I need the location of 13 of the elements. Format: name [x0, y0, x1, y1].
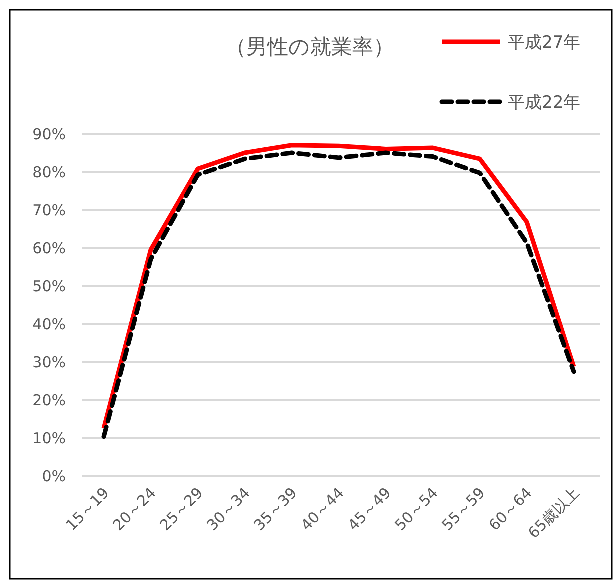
- legend-label: 平成22年: [508, 92, 581, 113]
- y-tick-label: 90%: [32, 125, 66, 144]
- y-tick-label: 0%: [42, 467, 66, 486]
- y-tick-label: 60%: [32, 239, 66, 258]
- y-tick-label: 20%: [32, 391, 66, 410]
- y-tick-label: 80%: [32, 163, 66, 182]
- chart-title: （男性の就業率）: [226, 35, 394, 59]
- legend-label: 平成27年: [508, 32, 581, 53]
- y-tick-label: 30%: [32, 353, 66, 372]
- y-tick-label: 50%: [32, 277, 66, 296]
- y-tick-label: 40%: [32, 315, 66, 334]
- y-tick-label: 70%: [32, 201, 66, 220]
- y-tick-label: 10%: [32, 429, 66, 448]
